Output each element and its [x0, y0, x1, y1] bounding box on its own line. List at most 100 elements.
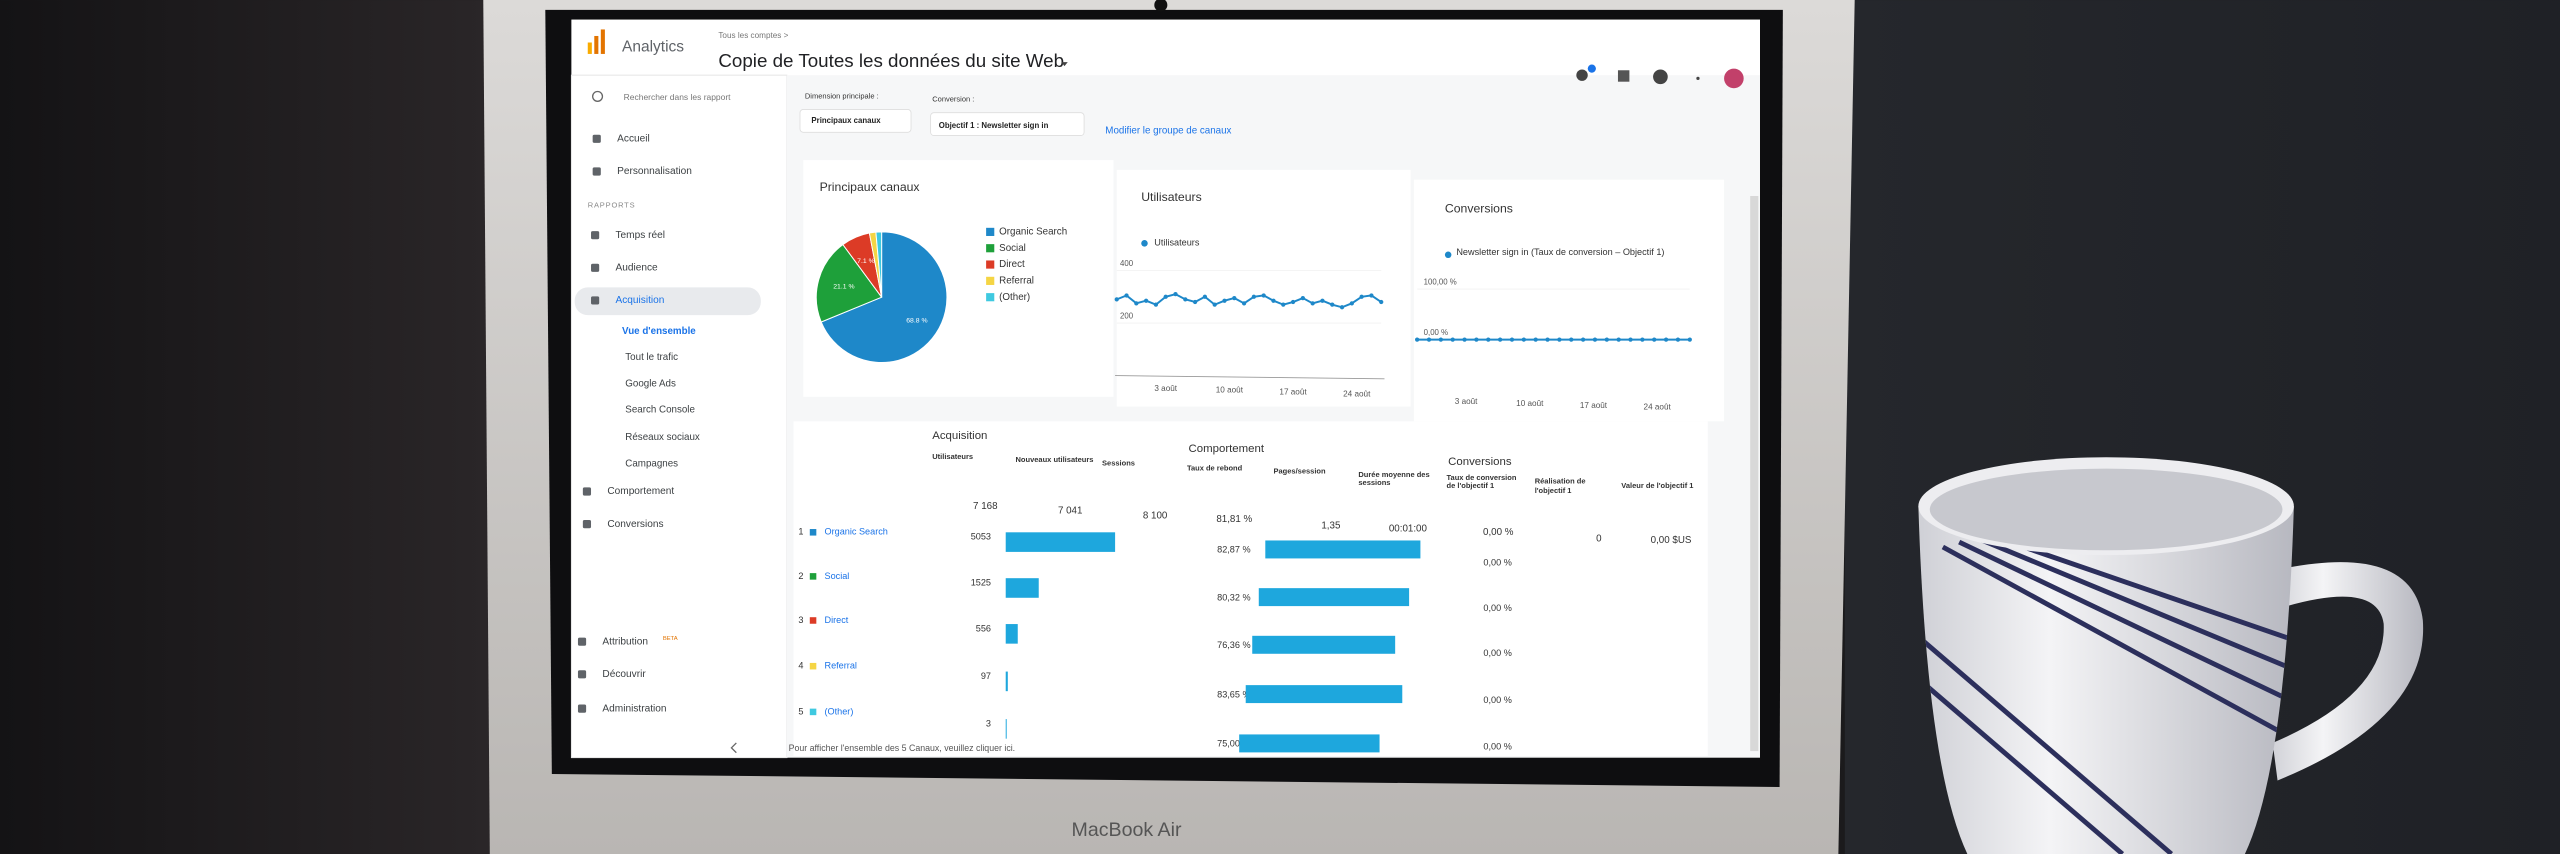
bounce-value: 83,65 % [1217, 689, 1250, 699]
nav-subitem[interactable]: Google Ads [625, 378, 676, 389]
point [1183, 297, 1188, 302]
legend-dot [1141, 240, 1148, 247]
nav-item[interactable]: Conversions [607, 519, 663, 530]
group-title: Conversions [1448, 456, 1512, 468]
point [1580, 337, 1586, 342]
point [1339, 305, 1345, 310]
rank: 5 [798, 706, 803, 716]
point [1462, 337, 1467, 342]
users-bar [1005, 719, 1007, 739]
point [1163, 294, 1168, 299]
nav-icon [591, 231, 600, 240]
series-line [1116, 293, 1382, 309]
point [1592, 337, 1598, 342]
slice-label: 7.1 % [857, 258, 875, 265]
nav-icon [577, 637, 587, 646]
link[interactable]: Modifier le groupe de canaux [1105, 125, 1231, 136]
nav-item[interactable]: Personnalisation [617, 166, 692, 177]
point [1521, 337, 1526, 342]
nav-icon [577, 704, 587, 713]
point [1222, 298, 1227, 303]
channel-link[interactable]: Organic Search [824, 527, 887, 537]
nav-subitem[interactable]: Réseaux sociaux [625, 432, 700, 443]
nav-item[interactable]: Comportement [607, 486, 674, 497]
point [1415, 337, 1420, 342]
point [1616, 337, 1621, 342]
product-name: Analytics [622, 39, 684, 56]
conversion-value: 0,00 % [1483, 558, 1511, 568]
point [1652, 337, 1657, 342]
conversion-value: 0,00 % [1483, 695, 1511, 705]
pie-slice [875, 231, 883, 298]
dropdowns[interactable] [799, 109, 1085, 136]
point [1426, 337, 1432, 342]
column-header-label: Pages/session [1273, 466, 1326, 475]
channel-link[interactable]: Social [824, 571, 849, 581]
channel-swatch [809, 708, 817, 716]
x-tick-label: 24 août [1343, 390, 1371, 399]
point [1330, 302, 1335, 307]
point [1438, 337, 1443, 342]
conversion-value: 0,00 % [1483, 742, 1511, 752]
rank: 1 [798, 527, 803, 537]
legend-swatch [986, 260, 995, 269]
point [1359, 294, 1364, 299]
column-header: Nouveaux utilisateurs [1016, 456, 1094, 464]
collapse-arrow [730, 742, 737, 754]
point [1320, 298, 1325, 303]
nav-subitem[interactable]: Vue d'ensemble [622, 326, 696, 337]
nav-subitem[interactable]: Campagnes [625, 458, 678, 469]
scrollbar [1750, 195, 1759, 752]
column-header: Valeur de l'objectif 1 [1621, 481, 1693, 489]
footer-text[interactable]: Pour afficher l'ensemble des 5 Canaux, v… [788, 744, 1016, 755]
nav-item[interactable]: Accueil [617, 134, 650, 145]
bounce-bar [1239, 734, 1380, 753]
x-tick-label: 10 août [1216, 386, 1244, 395]
point [1261, 293, 1266, 298]
point [1281, 302, 1286, 307]
nav-item[interactable]: Temps réel [616, 230, 665, 241]
column-header: Durée moyenne des sessions [1358, 470, 1429, 487]
legend-swatch [986, 276, 995, 285]
total: 8 100 [1143, 511, 1168, 522]
nav-subitem[interactable]: Search Console [625, 404, 695, 415]
channel-link[interactable]: (Other) [824, 706, 853, 716]
nav-item[interactable]: Acquisition [616, 295, 665, 306]
channel-link[interactable]: Direct [824, 615, 848, 625]
nav-icon [582, 520, 592, 529]
search-icon [592, 90, 604, 102]
top-icons[interactable] [1576, 64, 1744, 89]
card [1413, 179, 1725, 422]
total: 1,35 [1321, 520, 1341, 531]
nav-item[interactable]: Attribution [602, 636, 648, 647]
camera [1154, 0, 1168, 12]
column-header: Pages/session [1273, 466, 1326, 475]
slice-label: 68.8 % [906, 318, 927, 325]
total: 0,00 % [1483, 527, 1514, 538]
control-label: Dimension principale : [805, 91, 879, 100]
x-tick-label: 10 août [1516, 399, 1544, 408]
total: 00:01:00 [1389, 524, 1428, 535]
total: 7 041 [1058, 506, 1082, 517]
breadcrumb: Tous les comptes > [718, 31, 788, 40]
nav-item[interactable]: Découvrir [602, 669, 646, 680]
nav-active[interactable] [574, 287, 761, 316]
point [1379, 299, 1384, 305]
bounce-bar [1265, 540, 1421, 559]
search-box[interactable]: Rechercher dans les rapport [624, 92, 732, 102]
channel-link[interactable]: Referral [824, 661, 856, 671]
conversion-value: 0,00 % [1483, 648, 1511, 658]
bounce-value: 82,87 % [1217, 545, 1250, 555]
nav-section: RAPPORTS [588, 201, 636, 210]
column-header-label: Taux de rebond [1186, 463, 1243, 472]
point [1124, 293, 1129, 298]
legend-label: Referral [999, 275, 1034, 286]
nav-item[interactable]: Audience [616, 262, 659, 273]
legend-swatch [986, 227, 995, 236]
nav-subitem[interactable]: Tout le trafic [625, 352, 678, 363]
nav-item[interactable]: Administration [602, 703, 666, 714]
point [1144, 298, 1149, 303]
rank: 4 [798, 661, 803, 671]
footer: Pour afficher l'ensemble des 5 Canaux, v… [788, 744, 1016, 755]
